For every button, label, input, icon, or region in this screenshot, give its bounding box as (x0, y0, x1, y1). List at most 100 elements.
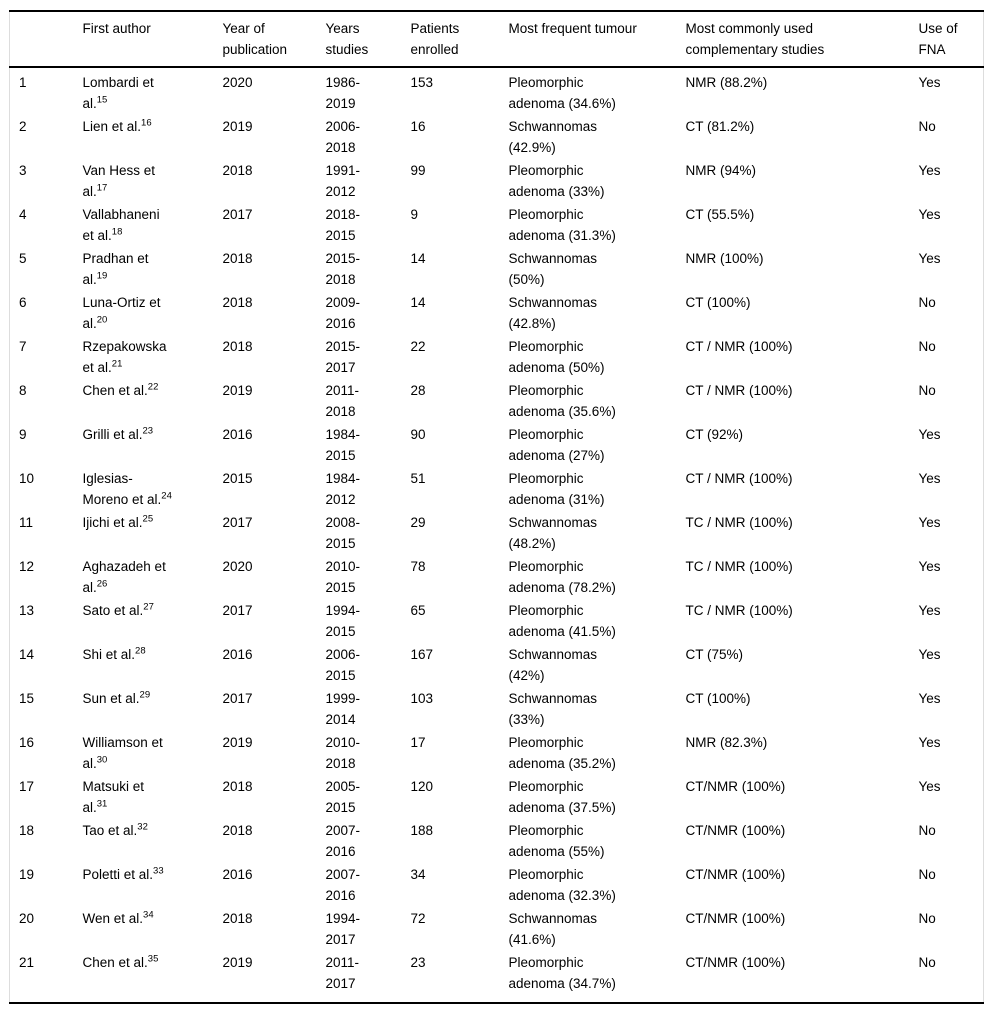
complementary-studies-cell: CT (100%) (685, 295, 751, 310)
patients-enrolled-cell: 34 (410, 867, 426, 882)
table-row: 18 Tao et al.32 2018 2007-2016 188 Pleomorphi… (10, 819, 984, 863)
years-studies-cell: 2015-2018 (325, 251, 361, 287)
author-cell: Williamson et al.30 (82, 735, 163, 771)
years-studies-cell: 2007-2016 (325, 823, 361, 859)
most-frequent-tumour-cell: Pleomorphic adenoma (34.6%) (508, 75, 616, 111)
year-of-publication-cell: 2020 (222, 75, 253, 90)
table-row: 1 Lombardi et al.15 2020 1986-2019 153 Pleomo… (10, 67, 984, 115)
year-of-publication-cell: 2016 (222, 647, 253, 662)
complementary-studies-cell: CT (81.2%) (685, 119, 755, 134)
complementary-studies-cell: CT / NMR (100%) (685, 471, 793, 486)
row-number-cell: 14 (19, 647, 35, 662)
year-of-publication-cell: 2018 (222, 339, 253, 354)
studies-table-container: First author Year of publication Years s… (9, 10, 984, 1004)
reference-superscript: 35 (147, 953, 159, 965)
use-of-fna-cell: Yes (918, 427, 941, 442)
studies-table: First author Year of publication Years s… (9, 10, 984, 1004)
reference-superscript: 22 (147, 381, 159, 393)
complementary-studies-cell: CT/NMR (100%) (685, 823, 786, 838)
table-row: 14 Shi et al.28 2016 2006-2015 167 Schwannoma… (10, 643, 984, 687)
author-cell: Wen et al.34 (82, 909, 154, 926)
row-number-cell: 3 (19, 163, 27, 178)
most-frequent-tumour-cell: Schwannomas (48.2%) (508, 515, 598, 551)
year-of-publication-cell: 2018 (222, 823, 253, 838)
most-frequent-tumour-cell: Schwannomas (41.6%) (508, 911, 598, 947)
most-frequent-tumour-cell: Pleomorphic adenoma (78.2%) (508, 559, 616, 595)
row-number-cell: 15 (19, 691, 35, 706)
author-cell: Shi et al.28 (82, 645, 146, 662)
row-number-cell: 21 (19, 955, 35, 970)
reference-superscript: 32 (137, 821, 148, 833)
row-number-cell: 1 (19, 75, 27, 90)
author-cell: Poletti et al.33 (82, 865, 164, 882)
use-of-fna-cell: Yes (918, 603, 941, 618)
author-cell: Tao et al.32 (82, 821, 148, 838)
reference-superscript: 16 (141, 117, 152, 129)
reference-superscript: 24 (161, 490, 172, 502)
row-number-cell: 12 (19, 559, 35, 574)
complementary-studies-cell: NMR (88.2%) (685, 75, 768, 90)
patients-enrolled-cell: 188 (410, 823, 434, 838)
complementary-studies-cell: CT/NMR (100%) (685, 955, 786, 970)
year-of-publication-cell: 2017 (222, 603, 253, 618)
use-of-fna-cell: Yes (918, 515, 941, 530)
complementary-studies-cell: TC / NMR (100%) (685, 559, 793, 574)
reference-superscript: 17 (96, 182, 108, 194)
table-row: 20 Wen et al.34 2018 1994-2017 72 Schwannomas… (10, 907, 984, 951)
patients-enrolled-cell: 14 (410, 295, 426, 310)
complementary-studies-cell: TC / NMR (100%) (685, 603, 793, 618)
patients-enrolled-cell: 120 (410, 779, 434, 794)
years-studies-cell: 1994-2015 (325, 603, 361, 639)
author-cell: Vallabhaneni et al.18 (82, 207, 160, 243)
patients-enrolled-cell: 103 (410, 691, 434, 706)
row-number-cell: 5 (19, 251, 27, 266)
use-of-fna-cell: No (918, 823, 936, 838)
most-frequent-tumour-cell: Pleomorphic adenoma (50%) (508, 339, 605, 375)
table-row: 11 Ijichi et al.25 2017 2008-2015 29 Schwanno… (10, 511, 984, 555)
row-number-cell: 17 (19, 779, 35, 794)
years-studies-cell: 2009-2016 (325, 295, 361, 331)
years-studies-cell: 2010-2015 (325, 559, 361, 595)
year-of-publication-cell: 2018 (222, 163, 253, 178)
complementary-studies-cell: NMR (82.3%) (685, 735, 768, 750)
use-of-fna-cell: Yes (918, 75, 941, 90)
author-cell: Aghazadeh et al.26 (82, 559, 166, 595)
years-studies-cell: 2011-2017 (325, 955, 360, 991)
most-frequent-tumour-cell: Schwannomas (42%) (508, 647, 598, 683)
reference-superscript: 18 (111, 226, 123, 238)
row-number-cell: 2 (19, 119, 27, 134)
most-frequent-tumour-cell: Pleomorphic adenoma (31%) (508, 471, 605, 507)
patients-enrolled-cell: 28 (410, 383, 426, 398)
most-frequent-tumour-cell: Pleomorphic adenoma (35.2%) (508, 735, 616, 771)
complementary-studies-cell: CT/NMR (100%) (685, 867, 786, 882)
use-of-fna-cell: Yes (918, 163, 941, 178)
year-of-publication-cell: 2019 (222, 383, 253, 398)
row-number-cell: 6 (19, 295, 27, 310)
reference-superscript: 19 (96, 270, 108, 282)
reference-superscript: 26 (96, 578, 108, 590)
table-row: 6 Luna-Ortiz et al.20 2018 2009-2016 14 Schwa… (10, 291, 984, 335)
reference-superscript: 15 (96, 94, 108, 106)
patients-enrolled-cell: 72 (410, 911, 426, 926)
most-frequent-tumour-cell: Pleomorphic adenoma (34.7%) (508, 955, 616, 991)
row-number-cell: 16 (19, 735, 35, 750)
complementary-studies-cell: CT / NMR (100%) (685, 383, 793, 398)
header-row: First author Year of publication Years s… (9, 11, 984, 68)
years-studies-cell: 2018-2015 (325, 207, 361, 243)
years-studies-cell: 2007-2016 (325, 867, 361, 903)
header-complementary-studies: Most commonly used complementary studies (685, 11, 919, 68)
complementary-studies-cell: NMR (94%) (685, 163, 757, 178)
most-frequent-tumour-cell: Pleomorphic adenoma (41.5%) (508, 603, 616, 639)
table-row: 16 Williamson et al.30 2019 2010-2018 17 Pleo… (10, 731, 984, 775)
use-of-fna-cell: Yes (918, 471, 941, 486)
patients-enrolled-cell: 16 (410, 119, 426, 134)
table-row: 8 Chen et al.22 2019 2011-2018 28 Pleomorphic… (10, 379, 984, 423)
years-studies-cell: 2008-2015 (325, 515, 361, 551)
most-frequent-tumour-cell: Schwannomas (33%) (508, 691, 598, 727)
header-first-author: First author (82, 11, 223, 68)
table-row: 15 Sun et al.29 2017 1999-2014 103 Schwannoma… (10, 687, 984, 731)
use-of-fna-cell: No (918, 119, 936, 134)
author-cell: Iglesias-Moreno et al.24 (82, 471, 172, 507)
patients-enrolled-cell: 153 (410, 75, 434, 90)
table-body: 1 Lombardi et al.15 2020 1986-2019 153 Pleomo… (10, 67, 984, 1003)
